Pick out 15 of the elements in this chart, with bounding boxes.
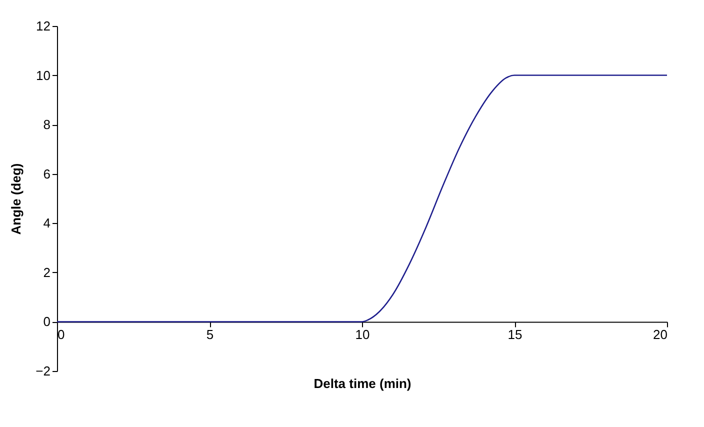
x-tick-label: 0	[58, 327, 65, 342]
y-tick-label: 8	[43, 117, 50, 132]
x-axis-title: Delta time (min)	[314, 376, 412, 392]
y-tick-label: 6	[43, 166, 50, 182]
y-tick-label: 2	[43, 264, 50, 280]
x-tick-label: 5	[206, 327, 214, 342]
y-tick-label: 12	[36, 18, 50, 34]
y-tick-label: 0	[43, 314, 50, 330]
y-tick-label: −2	[36, 364, 50, 378]
x-tick-label: 20	[653, 327, 668, 342]
x-tick-label: 10	[355, 327, 370, 342]
y-tick-label: 4	[43, 216, 50, 231]
y-axis-title: Angle (deg)	[8, 163, 24, 235]
x-tick-label: 15	[508, 327, 522, 342]
y-tick-label: 10	[36, 68, 50, 83]
